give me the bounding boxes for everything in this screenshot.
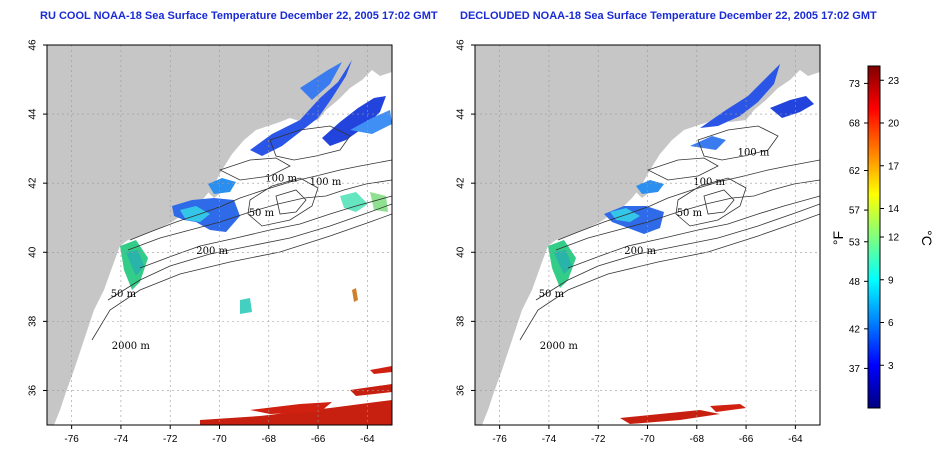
c-tick-label: 9 <box>888 275 894 286</box>
lon-tick-label: -70 <box>640 434 655 445</box>
lon-tick-label: -72 <box>163 434 178 445</box>
colorbar-ticks: 37 42 48 53 57 62 68 73 3 6 9 12 14 17 20 23 <box>849 76 900 375</box>
colorbar-gradient <box>867 65 881 409</box>
sst-patches <box>120 60 392 425</box>
land-mass <box>47 45 392 425</box>
contour-label: 100 m <box>693 177 725 188</box>
bathymetry-contours <box>519 125 820 341</box>
contour-label: 50 m <box>111 289 137 300</box>
lon-tick-label: -68 <box>690 434 705 445</box>
c-tick-label: 3 <box>888 361 894 372</box>
c-tick-label: 14 <box>888 204 900 215</box>
contour-label: 2000 m <box>112 341 151 352</box>
c-tick-label: 23 <box>888 76 900 87</box>
contour-labels: 100 m 100 m 50 m 200 m 50 m 2000 m <box>111 173 342 352</box>
lat-tick-label: 46 <box>28 39 39 51</box>
lon-tick-label: -74 <box>114 434 129 445</box>
f-tick-label: 57 <box>849 206 861 217</box>
contour-label: 100 m <box>738 148 770 159</box>
axis-ticks: -76 -74 -72 -70 -68 -66 -64 36 38 40 42 44 46 <box>456 39 803 445</box>
lon-tick-label: -74 <box>542 434 557 445</box>
lat-tick-label: 42 <box>456 177 467 189</box>
lon-tick-label: -68 <box>262 434 277 445</box>
c-tick-label: 6 <box>888 318 894 329</box>
lon-tick-label: -72 <box>591 434 606 445</box>
lon-tick-label: -76 <box>492 434 507 445</box>
f-tick-label: 53 <box>849 237 861 248</box>
lat-tick-label: 44 <box>28 108 39 120</box>
long-island <box>128 214 172 232</box>
temperature-colorbar: 37 42 48 53 57 62 68 73 3 6 9 12 14 17 20 23 °F °C <box>830 65 935 409</box>
f-tick-label: 48 <box>849 277 861 288</box>
f-tick-label: 62 <box>849 166 861 177</box>
lat-tick-label: 38 <box>456 315 467 327</box>
lon-tick-label: -66 <box>739 434 754 445</box>
lat-tick-label: 40 <box>28 246 39 258</box>
lat-tick-label: 42 <box>28 177 39 189</box>
f-tick-label: 37 <box>849 364 861 375</box>
fahrenheit-unit-label: °F <box>830 231 846 245</box>
lon-tick-label: -64 <box>788 434 803 445</box>
celsius-unit-label: °C <box>919 230 935 246</box>
lon-tick-label: -70 <box>212 434 227 445</box>
long-island <box>556 214 600 232</box>
contour-labels: 100 m 100 m 50 m 200 m 50 m 2000 m <box>539 148 770 352</box>
contour-label: 2000 m <box>540 341 579 352</box>
lat-tick-label: 40 <box>456 246 467 258</box>
lat-tick-label: 44 <box>456 108 467 120</box>
lat-tick-label: 46 <box>456 39 467 51</box>
contour-label: 50 m <box>677 208 703 219</box>
f-tick-label: 68 <box>849 119 861 130</box>
c-tick-label: 12 <box>888 233 900 244</box>
bathymetry-contours <box>91 125 392 341</box>
contour-label: 100 m <box>310 177 342 188</box>
c-tick-label: 20 <box>888 119 900 130</box>
lat-tick-label: 38 <box>28 315 39 327</box>
right-panel-title: DECLOUDED NOAA-18 Sea Surface Temperatur… <box>460 10 877 22</box>
f-tick-label: 42 <box>849 324 861 335</box>
lon-tick-label: -64 <box>360 434 375 445</box>
land-mass <box>475 45 820 425</box>
lon-tick-label: -76 <box>64 434 79 445</box>
contour-label: 200 m <box>624 246 656 257</box>
lat-tick-label: 36 <box>456 384 467 396</box>
contour-label: 100 m <box>265 173 297 184</box>
contour-label: 50 m <box>249 208 275 219</box>
lon-tick-label: -66 <box>311 434 326 445</box>
lat-lon-grid <box>475 44 820 425</box>
lat-tick-label: 36 <box>28 384 39 396</box>
contour-label: 200 m <box>196 246 228 257</box>
c-tick-label: 17 <box>888 161 900 172</box>
axis-ticks: -76 -74 -72 -70 -68 -66 -64 36 38 40 42 44 46 <box>28 39 375 445</box>
contour-label: 50 m <box>539 289 565 300</box>
left-panel-title: RU COOL NOAA-18 Sea Surface Temperature … <box>40 10 438 22</box>
lat-lon-grid <box>47 44 392 425</box>
f-tick-label: 73 <box>849 79 861 90</box>
